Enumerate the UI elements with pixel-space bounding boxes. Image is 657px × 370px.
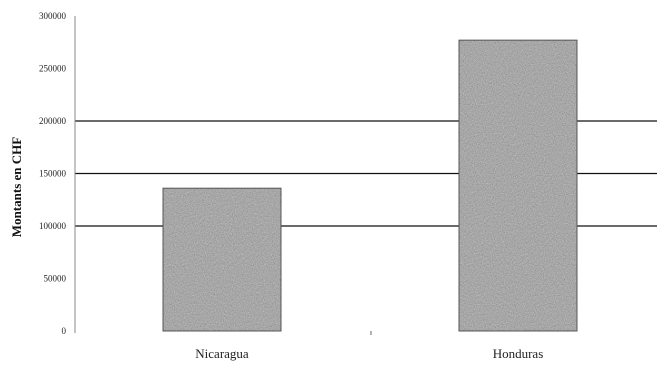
y-tick-label: 250000 bbox=[39, 64, 67, 74]
y-axis-label: Montants en CHF bbox=[9, 137, 24, 237]
bar-texture bbox=[163, 188, 281, 331]
bar-outline bbox=[458, 39, 578, 332]
y-tick-label: 300000 bbox=[39, 11, 67, 21]
bar-outline bbox=[162, 187, 282, 332]
bar-nicaragua bbox=[162, 187, 282, 332]
axes bbox=[74, 16, 372, 335]
y-tick-label: 50000 bbox=[44, 274, 67, 284]
y-tick-label: 200000 bbox=[39, 116, 67, 126]
bar-texture bbox=[459, 40, 577, 332]
x-category-label: Nicaragua bbox=[195, 346, 249, 361]
y-tick-label: 150000 bbox=[39, 169, 67, 179]
bar-honduras bbox=[458, 39, 578, 332]
y-tick-labels: 0 50000 100000 150000 200000 250000 300000 bbox=[39, 11, 67, 336]
x-category-labels: Nicaragua Honduras bbox=[195, 346, 543, 361]
y-tick-label: 100000 bbox=[39, 221, 67, 231]
bars bbox=[162, 39, 578, 332]
x-category-label: Honduras bbox=[493, 346, 544, 361]
y-tick-label: 0 bbox=[62, 326, 67, 336]
